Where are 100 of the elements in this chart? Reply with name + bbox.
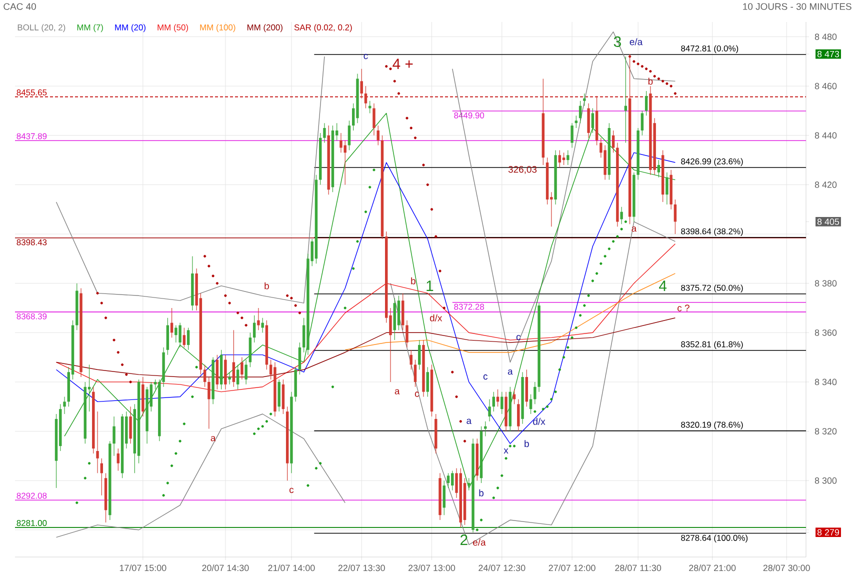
candlestick [129,406,132,444]
text: SAR (0.02, 0.2) [294,24,352,32]
point [261,425,264,428]
point [76,501,78,504]
ref-line-label: 8398.43 [16,239,47,246]
chart-subtitle: 10 JOURS - 30 MINUTES [743,3,852,10]
candlestick [488,398,491,422]
point [442,306,446,310]
annotation: a [508,369,513,375]
point [608,248,610,250]
point [666,82,668,85]
point [554,390,557,394]
annotation: 3 [614,36,621,47]
ref-line-label: 8426.99 (23.6%) [681,158,743,166]
point [344,306,346,310]
candlestick [340,132,342,153]
candlestick [446,472,450,488]
point [356,240,359,243]
annotation: c [516,334,521,340]
ref-line-label: 8472.81 (0.0%) [681,45,738,54]
candlestick [574,115,578,128]
point [500,474,504,477]
candlestick [63,396,66,414]
candlestick [674,199,677,234]
ref-line-label: 8449.90 [454,112,484,118]
point [96,292,99,294]
point [587,294,590,297]
candlestick [612,130,615,153]
point [422,164,425,166]
annotation: b [479,489,484,496]
x-tick-label: 20/07 14:30 [202,564,249,572]
candlestick [500,392,504,414]
annotation: b [524,440,529,448]
point [670,84,672,88]
point [294,304,297,307]
point [570,336,574,339]
annotation: a [466,418,472,424]
point [182,422,186,426]
annotation: 4 + [392,58,413,70]
text: MM (200) [247,24,282,32]
candlestick [529,394,532,414]
ref-line-label: 8320.19 (78.6%) [681,422,743,430]
point [534,410,536,413]
point [579,314,582,317]
point [636,62,640,66]
ref-line-label: 8281.00 [16,520,47,526]
annotation: a [632,226,637,232]
candlestick [368,100,372,114]
point [463,440,466,442]
y-tick-label: 8 405 [817,218,840,225]
point [212,274,214,278]
point [434,235,438,238]
point [649,70,652,73]
line-series [64,112,676,488]
point [84,476,86,480]
candlestick [323,122,326,144]
candlestick [174,324,178,343]
candlestick [298,342,302,375]
x-tick-label: 28/07 11:30 [615,564,662,572]
ref-line-label: 8375.72 (50.0%) [681,284,743,292]
candlestick [426,366,429,398]
y-tick-label: 8 440 [814,132,837,139]
candlestick [558,150,562,168]
point [455,395,458,398]
chart-title: CAC 40 [4,3,36,10]
candlestick [657,160,660,178]
point [286,294,289,297]
y-tick-label: 8 340 [814,378,837,386]
point [393,80,396,82]
candlestick [228,372,231,385]
point [620,228,623,230]
point [162,494,165,497]
point [645,68,648,70]
candlestick [442,480,446,516]
point [372,168,376,172]
y-tick-label: 8 473 [817,50,840,58]
point [240,316,244,320]
candlestick [640,110,644,136]
x-tick-label: 22/07 13:30 [338,564,385,572]
ref-line-label: 8437.89 [16,133,47,140]
point [352,267,355,270]
point [414,136,417,140]
point [191,395,194,398]
annotation: x [504,448,508,454]
candlestick [517,398,520,432]
annotation: e/a [630,38,643,46]
point [604,254,606,258]
annotation: c [290,488,294,494]
candlestick [344,140,346,186]
y-tick-label: 8 420 [814,182,837,188]
candlestick [484,421,487,436]
x-tick-label: 17/07 15:00 [120,564,166,572]
annotation: 326,03 [508,166,537,174]
point [174,452,178,455]
point [591,280,594,282]
point [368,186,372,188]
point [319,462,322,465]
point [104,316,108,320]
point [612,240,615,243]
candlestick [116,448,120,472]
